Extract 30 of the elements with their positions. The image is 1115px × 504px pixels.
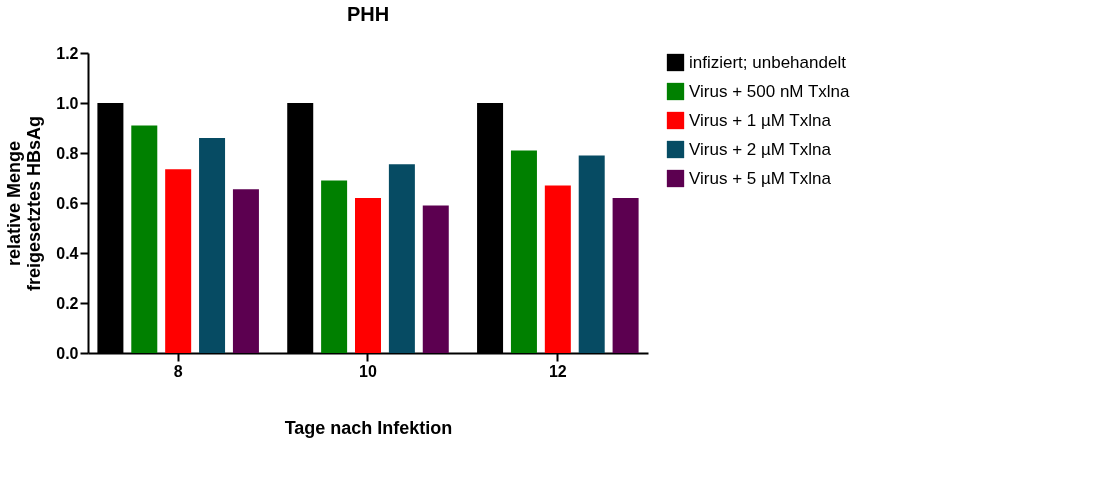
bar [131,125,158,353]
bar [232,189,259,353]
y-axis-title: relative Menge freigesetztes HBsAg [4,115,45,292]
y-tick-label: 1.2 [56,44,79,62]
legend-label: Virus + 2 µM Txlna [689,139,832,159]
legend-label: Virus + 1 µM Txlna [689,110,832,130]
x-tick-label: 8 [173,362,183,380]
y-tick-label: 0.4 [56,244,79,262]
bar [422,205,449,353]
legend-label: Virus + 500 nM Txlna [689,81,851,101]
legend-label: infiziert; unbehandelt [689,52,847,72]
bar [510,150,537,353]
y-tick-label: 0.8 [56,144,79,162]
bar [355,198,381,353]
bar [199,138,226,353]
y-tick-label: 0.6 [56,194,79,212]
x-tick-label: 12 [548,362,567,380]
bar [612,198,639,353]
x-axis-title: Tage nach Infektion [284,417,453,438]
chart-title: PHH [346,3,390,25]
y-tick-label: 1.0 [56,94,79,112]
bar [321,180,348,353]
bar [578,155,605,353]
bar [165,169,192,353]
y-tick-label: 0.0 [56,344,79,362]
bar [388,164,415,353]
bar [544,185,571,353]
y-tick-label: 0.2 [56,294,79,312]
x-tick-label: 10 [359,362,377,380]
legend-label: Virus + 5 µM Txlna [689,168,832,188]
